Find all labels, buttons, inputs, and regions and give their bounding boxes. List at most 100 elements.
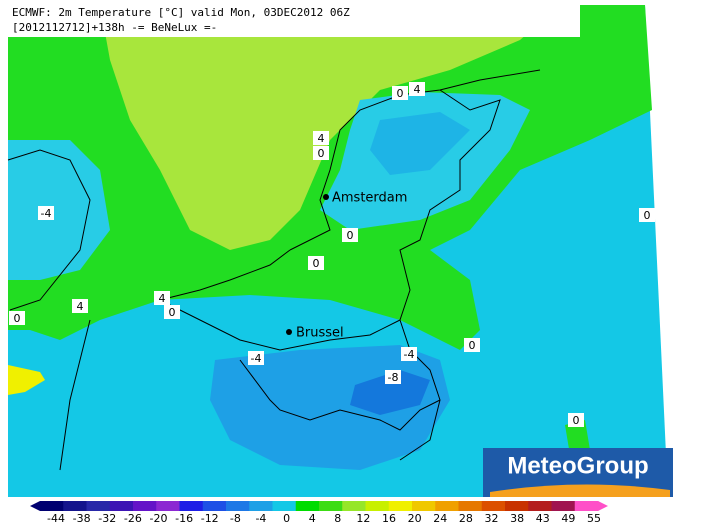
colorbar-tick-label: -12 xyxy=(201,512,219,525)
colorbar-segment xyxy=(40,501,64,511)
colorbar-segment xyxy=(551,501,576,511)
colorbar-segment xyxy=(481,501,506,511)
colorbar-segment xyxy=(179,501,204,511)
colorbar-end xyxy=(598,501,608,511)
contour-label-box xyxy=(72,299,88,313)
contour-label: 0 xyxy=(397,87,404,100)
logo-swoosh xyxy=(490,484,670,497)
contour-label-box xyxy=(385,370,401,384)
contour-label: 4 xyxy=(159,292,166,305)
colorbar-tick-label: 20 xyxy=(408,512,422,525)
colorbar-tick-label: 55 xyxy=(587,512,601,525)
contour-label-box xyxy=(392,86,408,100)
colorbar-segment xyxy=(133,501,157,511)
city-dot xyxy=(323,194,329,200)
colorbar-segment xyxy=(435,501,459,511)
contour-label-box xyxy=(409,82,425,96)
colorbar-tick-label: -44 xyxy=(47,512,65,525)
colorbar-tick-label: 28 xyxy=(459,512,473,525)
header-line: [2012112712]+138h -= BeNeLux =- xyxy=(12,21,217,34)
lime-zone xyxy=(100,5,560,250)
contour-label: 0 xyxy=(14,312,21,325)
colorbar-segment xyxy=(295,501,320,511)
colorbar-segment xyxy=(528,501,552,511)
colorbar-tick-label: 43 xyxy=(536,512,550,525)
contour-label-box xyxy=(464,338,480,352)
colorbar-segment xyxy=(319,501,343,511)
contour-label: -4 xyxy=(251,352,262,365)
contour-label: 0 xyxy=(573,414,580,427)
colorbar-tick-label: -26 xyxy=(124,512,142,525)
colorbar-tick-label: 0 xyxy=(283,512,290,525)
colorbar-tick-label: -4 xyxy=(255,512,266,525)
contour-label-box xyxy=(9,311,25,325)
colorbar-tick-label: 4 xyxy=(309,512,316,525)
sea-cold xyxy=(8,140,110,280)
contour-label: 4 xyxy=(414,83,421,96)
contour-label: -4 xyxy=(41,207,52,220)
header-box xyxy=(8,5,580,37)
colorbar-segment xyxy=(226,501,250,511)
borders xyxy=(7,69,541,471)
colorbar-segment xyxy=(202,501,227,511)
colorbar-tick-label: 16 xyxy=(382,512,396,525)
colorbar-segment xyxy=(412,501,436,511)
colorbar-segment xyxy=(505,501,529,511)
colorbar-tick-label: -8 xyxy=(230,512,241,525)
city-label: Amsterdam xyxy=(332,191,407,206)
colorbar-tick-label: 38 xyxy=(510,512,524,525)
colorbar-segment xyxy=(342,501,366,511)
colorbar-tick-label: 32 xyxy=(485,512,499,525)
lake-colder xyxy=(370,112,470,175)
colorbar-segment xyxy=(86,501,111,511)
contour-label-box xyxy=(154,291,170,305)
colorbar-tick-label: 24 xyxy=(433,512,447,525)
header-line: ECMWF: 2m Temperature [°C] valid Mon, 03… xyxy=(12,6,350,19)
colorbar-segment xyxy=(249,501,273,511)
colorbar-tick-label: -16 xyxy=(175,512,193,525)
contour-label: 0 xyxy=(644,209,651,222)
contour-label: -8 xyxy=(388,371,399,384)
city-label: Brussel xyxy=(296,326,344,341)
colorbar-segment xyxy=(458,501,483,511)
contour-label-box xyxy=(568,413,584,427)
contour-label-box xyxy=(313,146,329,160)
contour-label: -4 xyxy=(404,348,415,361)
contour-label: 0 xyxy=(169,306,176,319)
logo-text: MeteoGroup xyxy=(507,452,648,479)
colorbar-segment xyxy=(272,501,297,511)
colorbar-tick-label: 49 xyxy=(561,512,575,525)
contour-label-box xyxy=(401,347,417,361)
contour-label: 4 xyxy=(318,132,325,145)
colorbar-segment xyxy=(63,501,87,511)
colder-zone xyxy=(350,370,430,415)
green-spot xyxy=(565,420,590,455)
colorbar-segment xyxy=(388,501,413,511)
colorbar-segment xyxy=(156,501,180,511)
contour-label: 4 xyxy=(77,300,84,313)
colorbar-segment xyxy=(365,501,390,511)
colorbar-end xyxy=(30,501,40,511)
colorbar-tick-label: -32 xyxy=(98,512,116,525)
colorbar: -44 -38 -32 -26 -20 -16 -12 -8 -4 0 4 8 12 16 20 24 28 32… xyxy=(30,501,608,525)
contour-label-box xyxy=(248,351,264,365)
colorbar-tick-label: -20 xyxy=(149,512,167,525)
colorbar-segment xyxy=(109,501,134,511)
contour-label-box xyxy=(313,131,329,145)
colorbar-segment xyxy=(574,501,599,511)
contour-label: 0 xyxy=(347,229,354,242)
contour-label-box xyxy=(308,256,324,270)
contour-label-box xyxy=(164,305,180,319)
contour-label-box xyxy=(639,208,655,222)
contour-label-box xyxy=(342,228,358,242)
colorbar-tick-label: 8 xyxy=(334,512,341,525)
contour-label: 0 xyxy=(318,147,325,160)
contour-label: 0 xyxy=(313,257,320,270)
colorbar-tick-label: 12 xyxy=(356,512,370,525)
colorbar-tick-label: -38 xyxy=(73,512,91,525)
city-dot xyxy=(286,329,292,335)
contour-label: 0 xyxy=(469,339,476,352)
warm-spot xyxy=(8,365,45,395)
